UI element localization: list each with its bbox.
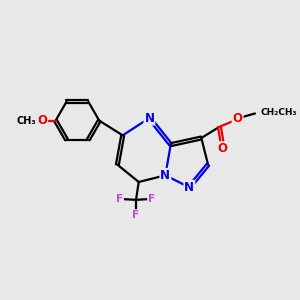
Text: N: N	[160, 169, 170, 182]
Text: F: F	[133, 210, 140, 220]
Text: CH₂CH₃: CH₂CH₃	[260, 108, 297, 117]
Text: F: F	[116, 194, 123, 204]
Text: N: N	[184, 181, 194, 194]
Text: O: O	[232, 112, 243, 125]
Text: N: N	[144, 112, 154, 124]
Text: CH₃: CH₃	[16, 116, 36, 126]
Text: F: F	[148, 194, 155, 204]
Text: O: O	[37, 114, 47, 127]
Text: O: O	[217, 142, 227, 155]
